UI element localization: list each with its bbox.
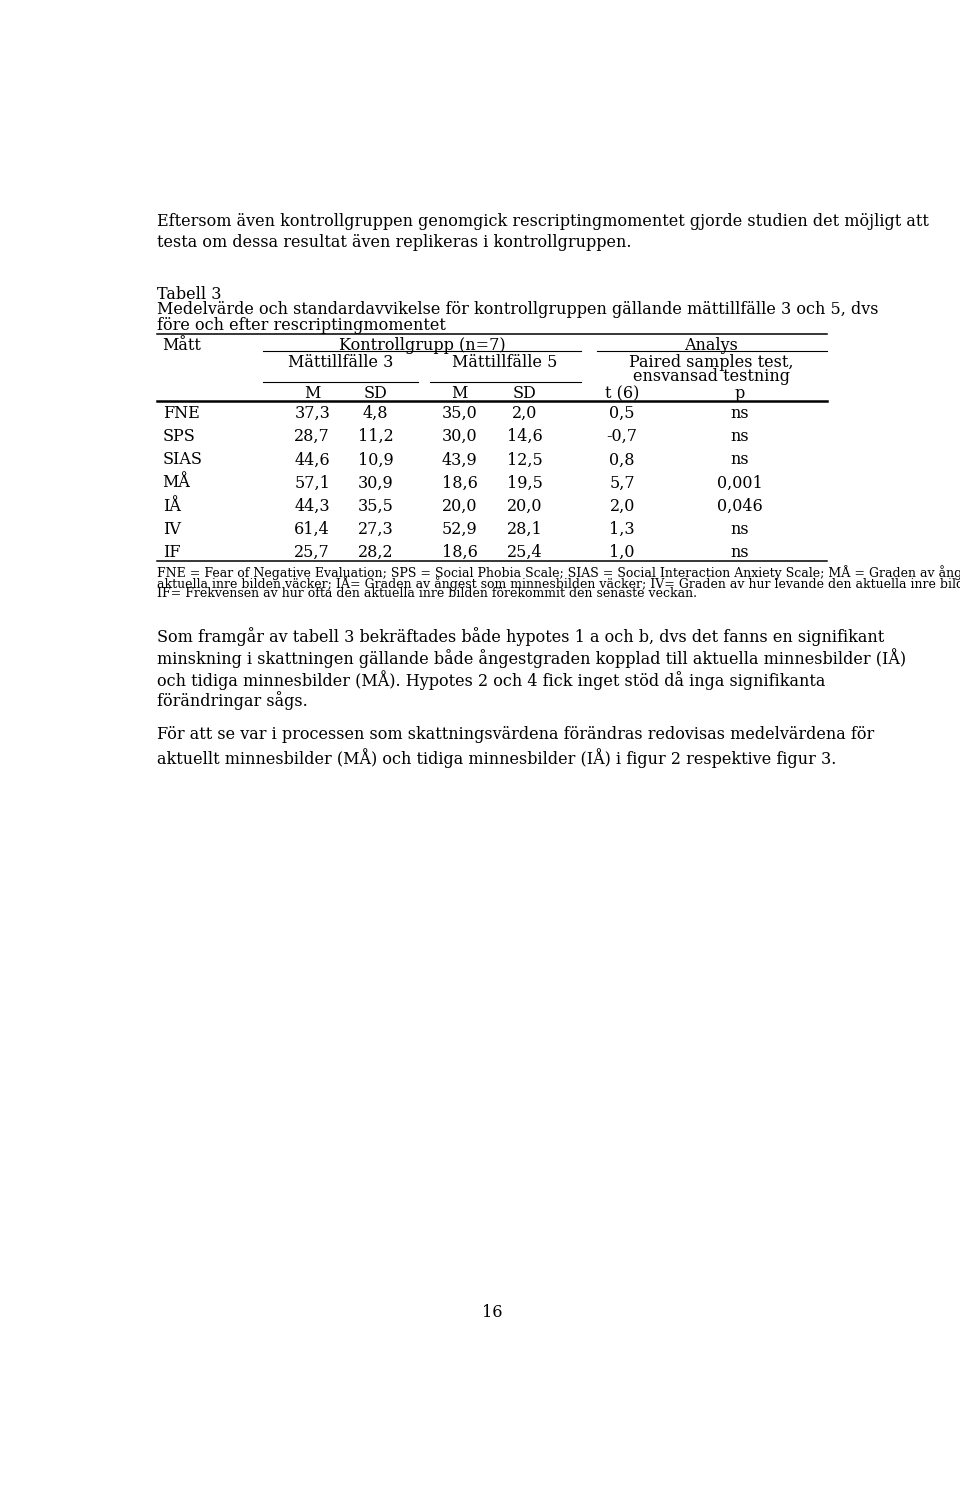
Text: SPS: SPS xyxy=(162,429,196,445)
Text: 35,0: 35,0 xyxy=(442,404,477,423)
Text: aktuella inre bilden väcker; IÅ= Graden av ångest som minnesbilden väcker; IV= G: aktuella inre bilden väcker; IÅ= Graden … xyxy=(157,576,960,592)
Text: 2,0: 2,0 xyxy=(610,498,635,515)
Text: 35,5: 35,5 xyxy=(358,498,394,515)
Text: 25,7: 25,7 xyxy=(295,543,330,561)
Text: 12,5: 12,5 xyxy=(507,451,542,468)
Text: 4,8: 4,8 xyxy=(363,404,389,423)
Text: 27,3: 27,3 xyxy=(358,521,394,537)
Text: M: M xyxy=(304,385,321,401)
Text: 28,7: 28,7 xyxy=(295,429,330,445)
Text: 57,1: 57,1 xyxy=(295,474,330,492)
Text: 14,6: 14,6 xyxy=(507,429,542,445)
Text: 28,1: 28,1 xyxy=(507,521,542,537)
Text: IF: IF xyxy=(162,543,180,561)
Text: Mättillfälle 3: Mättillfälle 3 xyxy=(288,355,394,371)
Text: Medelvärde och standardavvikelse för kontrollgruppen gällande mättillfälle 3 och: Medelvärde och standardavvikelse för kon… xyxy=(157,302,878,318)
Text: 61,4: 61,4 xyxy=(295,521,330,537)
Text: FNE: FNE xyxy=(162,404,200,423)
Text: 44,3: 44,3 xyxy=(295,498,330,515)
Text: 30,9: 30,9 xyxy=(358,474,394,492)
Text: 1,0: 1,0 xyxy=(610,543,635,561)
Text: SD: SD xyxy=(364,385,388,401)
Text: aktuellt minnesbilder (MÅ) och tidiga minnesbilder (IÅ) i figur 2 respektive fig: aktuellt minnesbilder (MÅ) och tidiga mi… xyxy=(157,748,836,768)
Text: 18,6: 18,6 xyxy=(442,543,477,561)
Text: ensvansad testning: ensvansad testning xyxy=(633,368,790,385)
Text: ns: ns xyxy=(731,404,750,423)
Text: ns: ns xyxy=(731,429,750,445)
Text: Eftersom även kontrollgruppen genomgick rescriptingmomentet gjorde studien det m: Eftersom även kontrollgruppen genomgick … xyxy=(157,213,929,229)
Text: SD: SD xyxy=(513,385,537,401)
Text: 0,5: 0,5 xyxy=(610,404,635,423)
Text: ns: ns xyxy=(731,451,750,468)
Text: ns: ns xyxy=(731,543,750,561)
Text: 0,001: 0,001 xyxy=(717,474,763,492)
Text: IV: IV xyxy=(162,521,180,537)
Text: 0,8: 0,8 xyxy=(610,451,635,468)
Text: 43,9: 43,9 xyxy=(442,451,477,468)
Text: SIAS: SIAS xyxy=(162,451,203,468)
Text: 44,6: 44,6 xyxy=(295,451,330,468)
Text: Paired samples test,: Paired samples test, xyxy=(629,355,794,371)
Text: förändringar sågs.: förändringar sågs. xyxy=(157,691,308,711)
Text: 52,9: 52,9 xyxy=(442,521,477,537)
Text: testa om dessa resultat även replikeras i kontrollgruppen.: testa om dessa resultat även replikeras … xyxy=(157,234,632,250)
Text: 1,3: 1,3 xyxy=(610,521,635,537)
Text: 20,0: 20,0 xyxy=(442,498,477,515)
Text: 0,046: 0,046 xyxy=(717,498,763,515)
Text: IÅ: IÅ xyxy=(162,498,180,515)
Text: minskning i skattningen gällande både ångestgraden kopplad till aktuella minnesb: minskning i skattningen gällande både ån… xyxy=(157,649,906,668)
Text: 5,7: 5,7 xyxy=(610,474,635,492)
Text: ns: ns xyxy=(731,521,750,537)
Text: t (6): t (6) xyxy=(605,385,639,401)
Text: MÅ: MÅ xyxy=(162,474,190,492)
Text: före och efter rescriptingmomentet: före och efter rescriptingmomentet xyxy=(157,317,446,333)
Text: -0,7: -0,7 xyxy=(607,429,637,445)
Text: Tabell 3: Tabell 3 xyxy=(157,285,222,303)
Text: M: M xyxy=(451,385,468,401)
Text: Kontrollgrupp (n=7): Kontrollgrupp (n=7) xyxy=(339,337,506,353)
Text: 25,4: 25,4 xyxy=(507,543,542,561)
Text: 16: 16 xyxy=(482,1304,502,1322)
Text: 18,6: 18,6 xyxy=(442,474,477,492)
Text: 2,0: 2,0 xyxy=(512,404,538,423)
Text: 20,0: 20,0 xyxy=(507,498,542,515)
Text: För att se var i processen som skattningsvärdena förändras redovisas medelvärden: För att se var i processen som skattning… xyxy=(157,726,875,744)
Text: Analys: Analys xyxy=(684,337,738,353)
Text: 19,5: 19,5 xyxy=(507,474,542,492)
Text: 10,9: 10,9 xyxy=(358,451,394,468)
Text: Som framgår av tabell 3 bekräftades både hypotes 1 a och b, dvs det fanns en sig: Som framgår av tabell 3 bekräftades både… xyxy=(157,626,884,646)
Text: 11,2: 11,2 xyxy=(358,429,394,445)
Text: p: p xyxy=(734,385,745,401)
Text: 37,3: 37,3 xyxy=(295,404,330,423)
Text: Mättillfälle 5: Mättillfälle 5 xyxy=(452,355,558,371)
Text: FNE = Fear of Negative Evaluation; SPS = Social Phobia Scale; SIAS = Social Inte: FNE = Fear of Negative Evaluation; SPS =… xyxy=(157,566,960,579)
Text: och tidiga minnesbilder (MÅ). Hypotes 2 och 4 fick inget stöd då inga signifikan: och tidiga minnesbilder (MÅ). Hypotes 2 … xyxy=(157,670,826,690)
Text: IF= Frekvensen av hur ofta den aktuella inre bilden förekommit den senaste vecka: IF= Frekvensen av hur ofta den aktuella … xyxy=(157,587,697,601)
Text: 30,0: 30,0 xyxy=(442,429,477,445)
Text: 28,2: 28,2 xyxy=(358,543,394,561)
Text: Mått: Mått xyxy=(162,337,202,353)
